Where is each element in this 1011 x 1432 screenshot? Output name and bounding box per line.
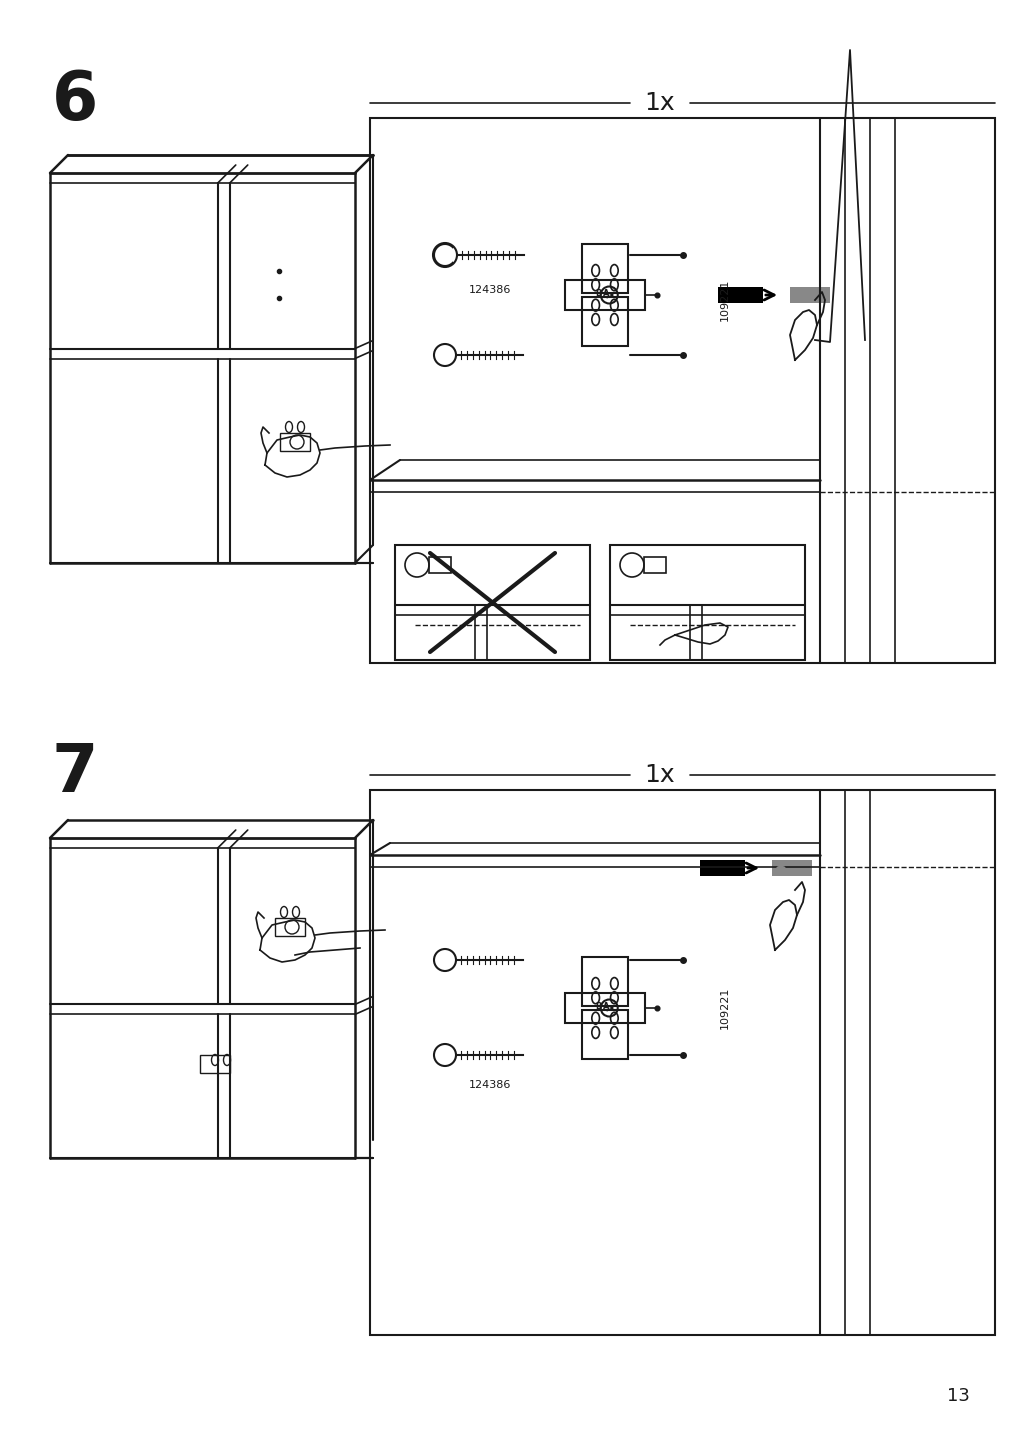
Text: 124386: 124386 (468, 285, 511, 295)
Bar (643, 557, 665, 573)
Bar (564, 994, 645, 1022)
Bar (717, 286, 762, 304)
Bar (581, 243, 628, 294)
Text: 13: 13 (946, 1388, 969, 1405)
Bar (581, 1010, 628, 1060)
Text: 124386: 124386 (468, 1080, 511, 1090)
Bar (581, 296, 628, 347)
Bar (771, 861, 811, 876)
Text: 1x: 1x (644, 92, 674, 115)
Text: 109221: 109221 (719, 987, 729, 1030)
Bar (275, 918, 304, 937)
Text: A: A (603, 289, 609, 298)
Bar (200, 1055, 229, 1073)
Bar (581, 957, 628, 1005)
Bar (370, 117, 994, 663)
Bar (394, 546, 589, 660)
Bar (564, 281, 645, 309)
Text: 109221: 109221 (719, 279, 729, 321)
Text: B: B (594, 1002, 601, 1011)
Bar (700, 861, 744, 876)
Text: B: B (594, 289, 601, 298)
Text: 1x: 1x (644, 763, 674, 788)
Text: 7: 7 (52, 740, 98, 806)
Bar (429, 557, 451, 573)
Bar (280, 432, 309, 451)
Text: 6: 6 (52, 67, 98, 135)
Text: A: A (603, 1002, 609, 1011)
Bar (610, 546, 804, 660)
Bar (790, 286, 829, 304)
Bar (370, 790, 994, 1335)
